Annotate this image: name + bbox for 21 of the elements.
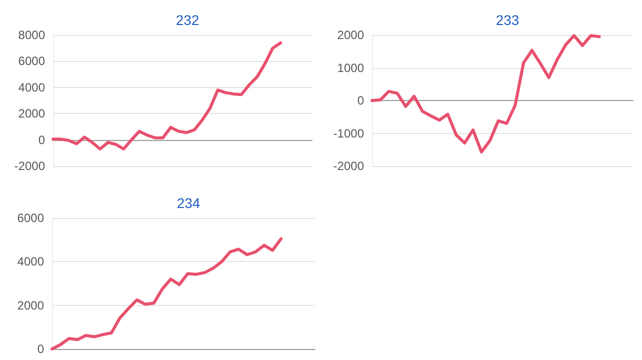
y-tick-label: 2000 <box>18 106 46 121</box>
y-tick-label: 0 <box>357 94 364 108</box>
y-tick-label: 6000 <box>18 54 46 68</box>
y-tick-label: 0 <box>37 342 44 356</box>
y-tick-label: 0 <box>38 132 46 147</box>
y-tick-label: 2000 <box>17 298 44 312</box>
chart-title: 234 <box>176 195 200 211</box>
y-tick-label: -2000 <box>333 159 364 173</box>
line-series <box>370 34 601 154</box>
y-tick-label: 1000 <box>337 60 364 75</box>
y-tick-label: -1000 <box>333 126 364 140</box>
y-tick-label: 8000 <box>18 28 46 42</box>
y-tick-label: 6000 <box>17 211 44 225</box>
chart-title: 232 <box>176 12 200 28</box>
line-series <box>52 41 282 150</box>
y-tick-label: 4000 <box>18 80 46 94</box>
chart-title: 233 <box>496 12 520 28</box>
y-tick-label: 2000 <box>337 28 364 42</box>
line-series <box>50 237 283 350</box>
y-tick-label: 4000 <box>17 254 44 269</box>
y-tick-label: -2000 <box>14 159 46 173</box>
